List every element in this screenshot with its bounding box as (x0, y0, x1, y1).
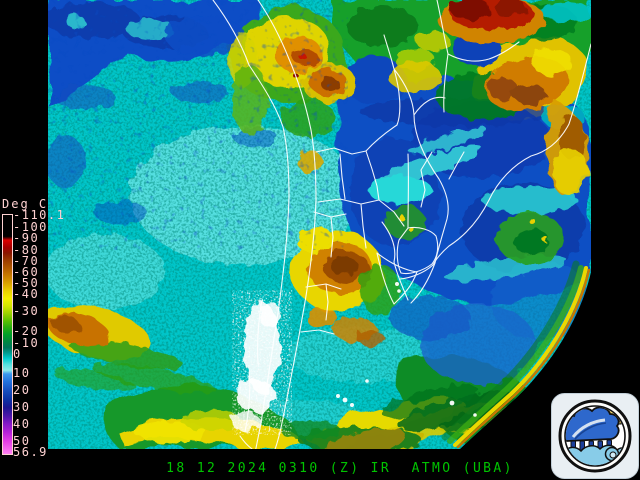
colorbar-tick-label: -60 (13, 265, 40, 279)
colorbar-tick-label: 10 (13, 366, 31, 380)
colorbar-tick-label: -10 (13, 336, 40, 350)
colorbar-tick-label: -80 (13, 243, 40, 257)
colorbar-tick-label: 56.9 (13, 445, 48, 459)
colorbar-tick-label: 50 (13, 434, 31, 448)
colorbar-tick-label: -50 (13, 276, 40, 290)
colorbar-gradient (2, 214, 13, 455)
colorbar-tick-label: 40 (13, 417, 31, 431)
timestamp-caption: 18 12 2024 0310 (Z) IR ATMO (UBA) (166, 461, 514, 476)
colorbar-tick-label: -70 (13, 254, 40, 268)
cloud-rain-sun-wave-icon (551, 393, 639, 479)
colorbar-tick-label: -90 (13, 231, 40, 245)
colorbar-tick-label: -110.1 (13, 208, 66, 222)
temperature-colorbar: Deg C -110.1 -100 -90 -80 -70 -60 -50 -40 -30 -20… (0, 0, 64, 480)
colorbar-tick-label: 0 (13, 347, 22, 361)
colorbar-tick-label: -20 (13, 324, 40, 338)
colorbar-tick-label: -100 (13, 220, 48, 234)
colorbar-tick-label: -30 (13, 304, 40, 318)
colorbar-title: Deg C (2, 197, 49, 211)
colorbar-tick-label: 20 (13, 383, 31, 397)
colorbar-tick-label: -40 (13, 287, 40, 301)
atmo-logo (551, 393, 639, 479)
colorbar-tick-label: 30 (13, 400, 31, 414)
